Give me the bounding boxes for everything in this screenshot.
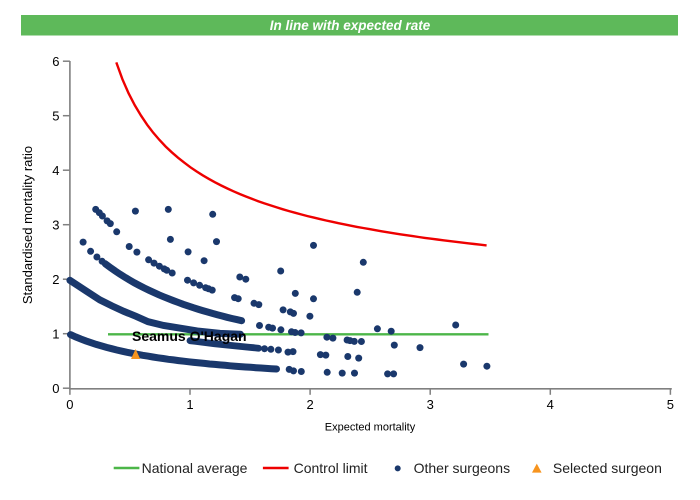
svg-text:5: 5: [52, 108, 59, 123]
svg-text:0: 0: [52, 381, 59, 396]
svg-text:In line with expected rate: In line with expected rate: [270, 18, 431, 33]
svg-text:Seamus O'Hagan: Seamus O'Hagan: [132, 328, 247, 344]
svg-text:Standardised mortality ratio: Standardised mortality ratio: [20, 146, 35, 304]
svg-text:2: 2: [52, 272, 59, 287]
svg-text:Expected mortality: Expected mortality: [325, 422, 416, 434]
svg-text:Selected surgeon: Selected surgeon: [553, 460, 662, 476]
svg-text:5: 5: [667, 397, 674, 412]
svg-text:4: 4: [52, 163, 59, 178]
svg-text:3: 3: [427, 397, 434, 412]
svg-text:6: 6: [52, 54, 59, 69]
svg-text:1: 1: [52, 326, 59, 341]
svg-text:Other surgeons: Other surgeons: [414, 460, 511, 476]
svg-text:Control limit: Control limit: [294, 460, 368, 476]
svg-text:3: 3: [52, 217, 59, 232]
svg-text:0: 0: [66, 397, 73, 412]
svg-text:National average: National average: [142, 460, 248, 476]
svg-text:1: 1: [186, 397, 193, 412]
svg-text:2: 2: [306, 397, 313, 412]
svg-text:4: 4: [547, 397, 554, 412]
